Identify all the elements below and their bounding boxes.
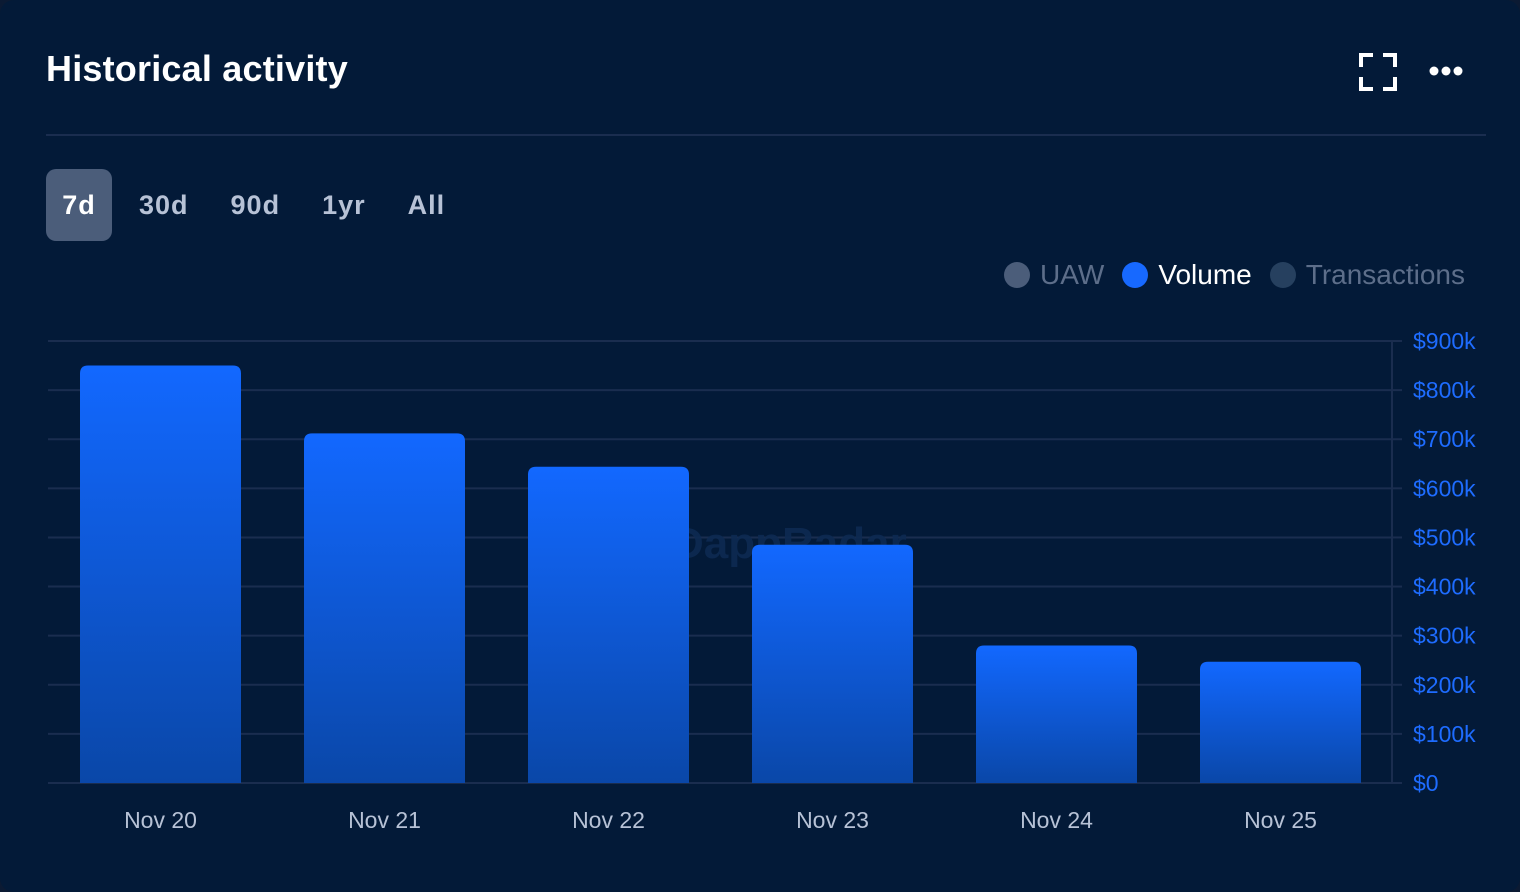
bar-nov-20[interactable] <box>80 365 241 783</box>
time-range-tabs: 7d 30d 90d 1yr All <box>46 169 472 241</box>
more-options-button[interactable] <box>1424 52 1468 92</box>
legend-label-volume: Volume <box>1158 259 1252 290</box>
legend-dot-transactions <box>1269 262 1296 288</box>
y-tick-label: $200k <box>1413 672 1476 698</box>
x-tick-label: Nov 22 <box>572 807 645 833</box>
y-tick-label: $900k <box>1413 328 1476 354</box>
x-tick-label: Nov 25 <box>1244 807 1317 833</box>
bar-nov-23[interactable] <box>752 544 913 783</box>
grid-lines <box>48 340 1402 784</box>
header-divider <box>46 134 1486 136</box>
legend-item-transactions[interactable]: Transactions <box>1269 259 1465 291</box>
bar-nov-21[interactable] <box>304 433 465 783</box>
legend-dot-uaw <box>1004 262 1031 288</box>
tab-7d[interactable]: 7d <box>46 169 112 241</box>
more-horizontal-icon <box>1429 66 1463 76</box>
y-tick-label: $500k <box>1413 524 1476 550</box>
bar-nov-24[interactable] <box>976 645 1137 783</box>
legend-label-transactions: Transactions <box>1305 259 1465 290</box>
y-tick-label: $600k <box>1413 475 1476 501</box>
x-tick-label: Nov 20 <box>124 807 197 833</box>
y-axis-ticks: $0 $100k $200k $300k $400k $500k $600k $700k $80… <box>1413 328 1476 796</box>
bar-nov-22[interactable] <box>528 466 689 783</box>
bars <box>80 365 1361 783</box>
tab-all[interactable]: All <box>407 189 446 220</box>
x-tick-label: Nov 23 <box>796 807 869 833</box>
x-tick-label: Nov 21 <box>348 807 421 833</box>
y-tick-label: $700k <box>1413 426 1476 452</box>
legend-item-uaw[interactable]: UAW <box>1004 259 1104 291</box>
bar-nov-25[interactable] <box>1200 661 1361 783</box>
legend-item-volume[interactable]: Volume <box>1122 259 1252 291</box>
x-axis-labels: Nov 20 Nov 21 Nov 22 Nov 23 Nov 24 Nov 25 <box>124 807 1317 833</box>
y-tick-label: $800k <box>1413 377 1476 403</box>
expand-icon <box>1359 53 1397 91</box>
expand-button[interactable] <box>1358 52 1398 92</box>
y-tick-label: $100k <box>1413 721 1476 747</box>
card-title: Historical activity <box>46 48 348 89</box>
chart-legend: UAW Volume Transactions <box>986 256 1465 294</box>
y-tick-label: $300k <box>1413 623 1476 649</box>
tab-30d[interactable]: 30d <box>139 189 189 220</box>
legend-label-uaw: UAW <box>1040 259 1105 290</box>
y-tick-label: $400k <box>1413 574 1476 600</box>
legend-dot-volume <box>1122 262 1149 288</box>
x-tick-label: Nov 24 <box>1020 807 1093 833</box>
tab-1yr[interactable]: 1yr <box>322 189 366 220</box>
tab-90d[interactable]: 90d <box>230 189 281 220</box>
y-tick-label: $0 <box>1413 770 1439 796</box>
